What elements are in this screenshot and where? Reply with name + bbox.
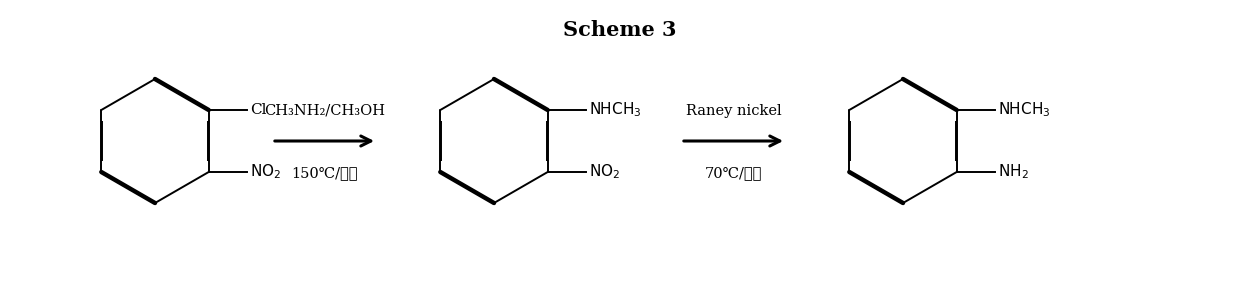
Text: 150℃/加压: 150℃/加压: [291, 166, 358, 180]
Text: $\mathrm{NHCH_3}$: $\mathrm{NHCH_3}$: [589, 101, 641, 119]
Text: CH₃NH₂/CH₃OH: CH₃NH₂/CH₃OH: [264, 104, 384, 118]
Text: $\mathrm{NO_2}$: $\mathrm{NO_2}$: [249, 163, 281, 181]
Text: $\mathrm{NHCH_3}$: $\mathrm{NHCH_3}$: [998, 101, 1050, 119]
Text: $\mathrm{NO_2}$: $\mathrm{NO_2}$: [589, 163, 620, 181]
Text: Scheme 3: Scheme 3: [563, 20, 677, 40]
Text: $\mathrm{NH_2}$: $\mathrm{NH_2}$: [998, 163, 1028, 181]
Text: Raney nickel: Raney nickel: [686, 104, 781, 118]
Text: Cl: Cl: [249, 103, 267, 117]
Text: 70℃/加压: 70℃/加压: [704, 166, 763, 180]
